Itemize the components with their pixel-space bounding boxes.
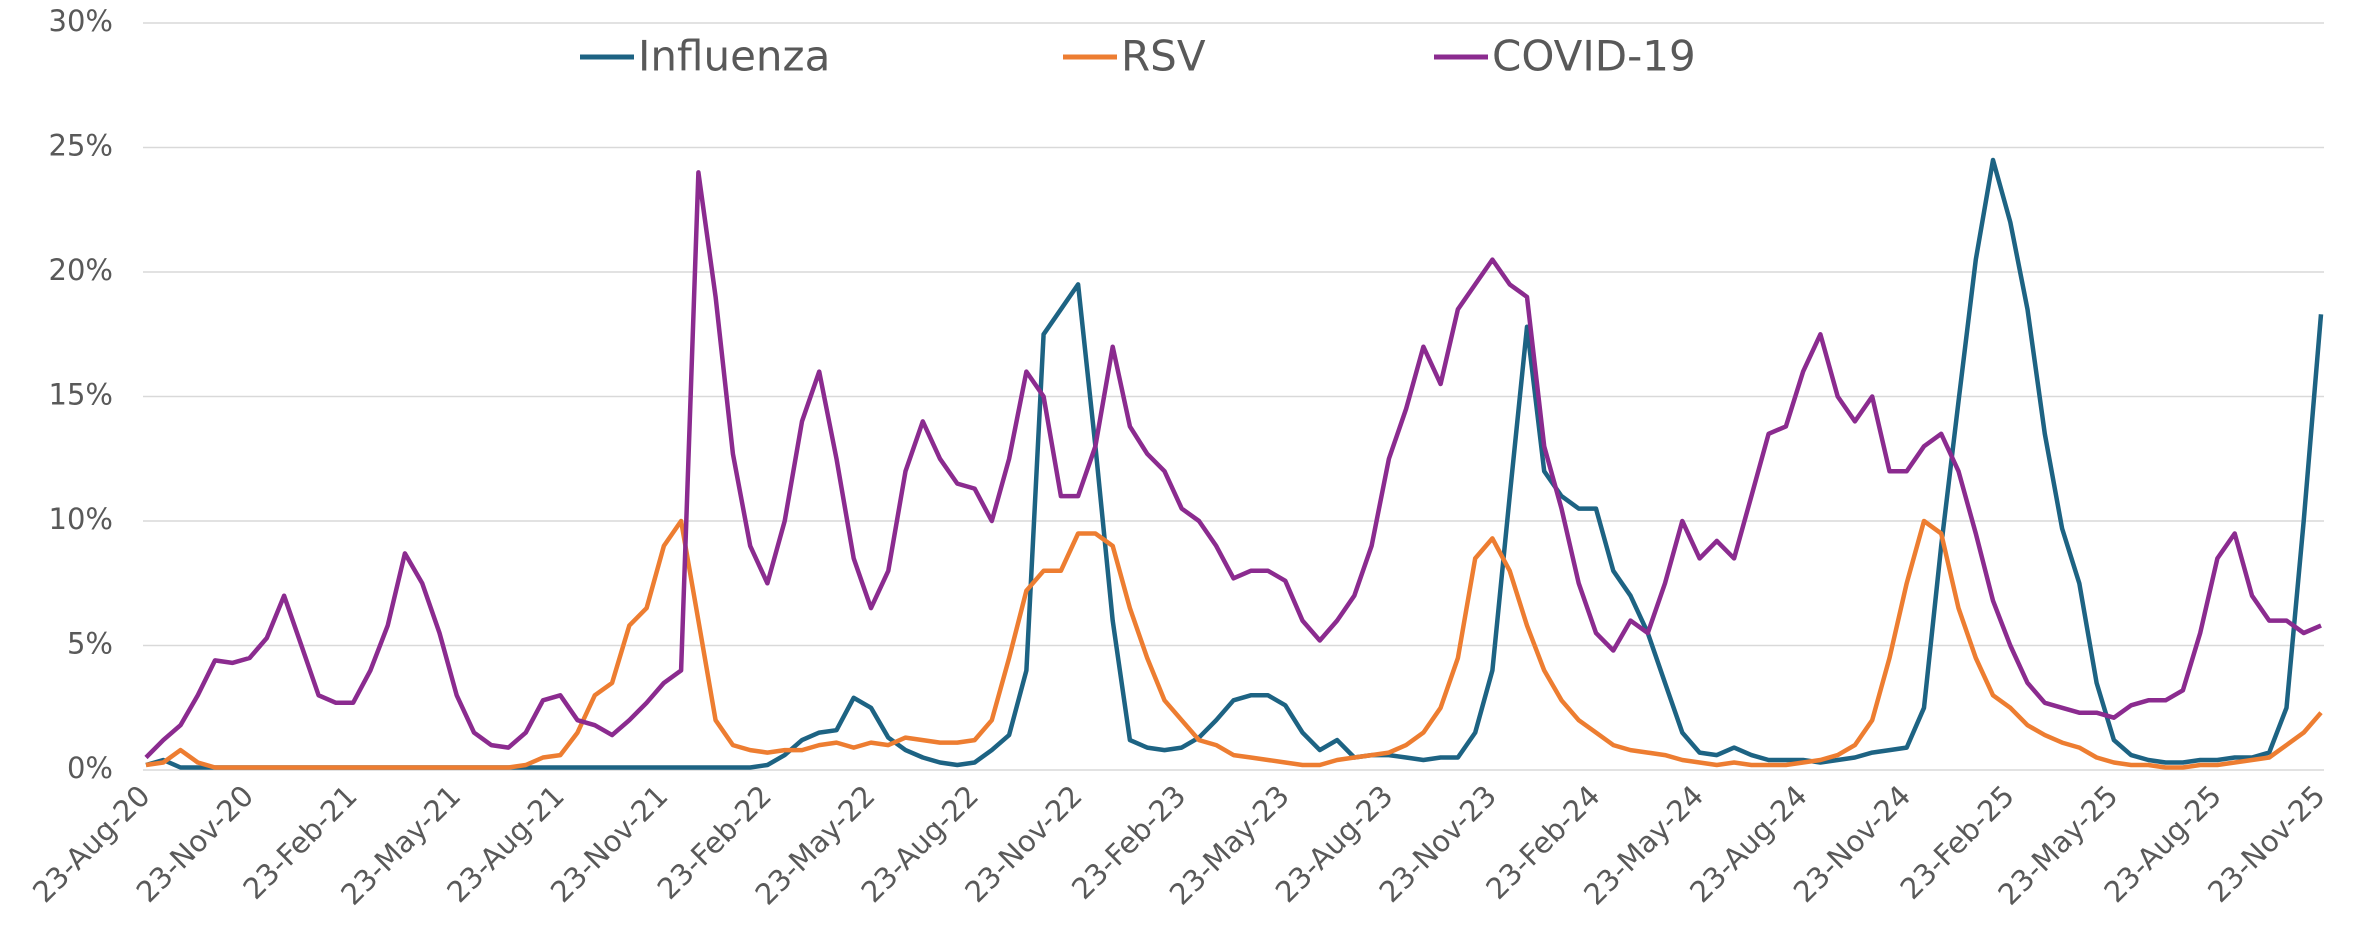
- y-tick-label: 15%: [49, 378, 113, 412]
- legend-label: Influenza: [638, 32, 830, 81]
- legend-label: COVID-19: [1492, 32, 1696, 81]
- y-tick-label: 30%: [49, 4, 113, 38]
- series-line: [145, 518, 2323, 770]
- y-tick-label: 5%: [67, 627, 113, 661]
- legend-label: RSV: [1121, 32, 1206, 81]
- y-tick-label: 20%: [49, 253, 113, 287]
- series-line: [145, 157, 2324, 770]
- series-line: [144, 170, 2322, 760]
- y-tick-label: 10%: [49, 502, 113, 536]
- y-tick-label: 0%: [67, 751, 113, 785]
- y-tick-label: 25%: [49, 129, 113, 163]
